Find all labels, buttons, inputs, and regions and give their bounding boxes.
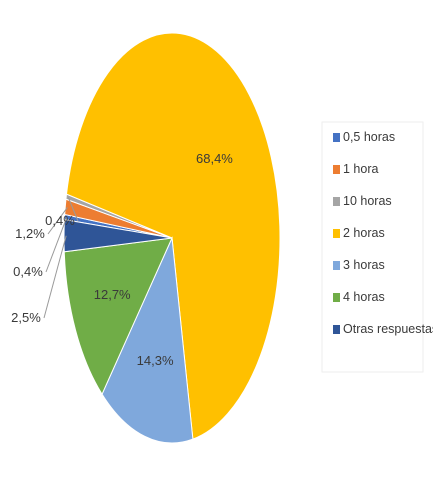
legend-swatch: [333, 261, 340, 270]
pie-slices: [63, 32, 281, 444]
legend-label: 10 horas: [343, 194, 392, 208]
legend-label: 4 horas: [343, 290, 385, 304]
legend-label: 1 hora: [343, 162, 378, 176]
data-label: 14,3%: [137, 353, 174, 368]
legend-swatch: [333, 165, 340, 174]
data-label: 68,4%: [196, 151, 233, 166]
legend: 0,5 horas 1 hora 10 horas 2 horas 3 horas 4 h…: [321, 121, 433, 373]
pie-slice-2-horas: [65, 32, 281, 440]
legend-label: 2 horas: [343, 226, 385, 240]
legend-label: Otras respuestas: [343, 322, 433, 336]
legend-swatch: [333, 133, 340, 142]
legend-label: 0,5 horas: [343, 130, 395, 144]
data-label: 12,7%: [94, 287, 131, 302]
data-label: 0,4%: [13, 264, 43, 279]
legend-label: 3 horas: [343, 258, 385, 272]
leader-line: [45, 217, 68, 273]
leader-lines: [43, 197, 79, 319]
data-label: 2,5%: [11, 310, 41, 325]
legend-swatch: [333, 325, 340, 334]
leader-line: [47, 207, 68, 235]
legend-swatch: [333, 197, 340, 206]
leader-line: [67, 197, 79, 222]
pie-slice-otras-respuestas: [63, 218, 173, 253]
data-labels: 0,4%1,2%0,4%68,4%14,3%12,7%2,5%: [11, 151, 233, 368]
data-label: 1,2%: [15, 226, 45, 241]
pie-slice-4-horas: [63, 237, 173, 396]
data-label: 0,4%: [45, 213, 75, 228]
legend-swatch: [333, 229, 340, 238]
leader-line: [43, 235, 67, 319]
pie-slice-3-horas: [101, 236, 194, 444]
legend-swatch: [333, 293, 340, 302]
